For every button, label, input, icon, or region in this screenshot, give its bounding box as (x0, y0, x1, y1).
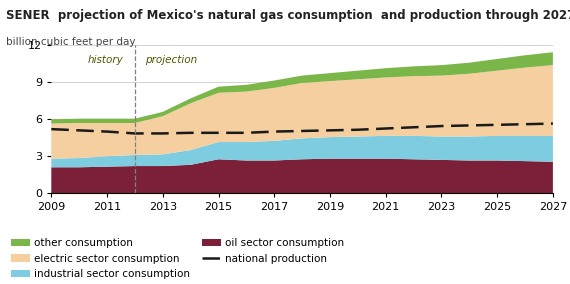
Text: billion cubic feet per day: billion cubic feet per day (6, 37, 135, 47)
Text: SENER  projection of Mexico's natural gas consumption  and production through 20: SENER projection of Mexico's natural gas… (6, 9, 570, 22)
Legend: other consumption, electric sector consumption, industrial sector consumption, o: other consumption, electric sector consu… (11, 238, 344, 279)
Text: projection: projection (145, 55, 197, 65)
Text: history: history (88, 55, 124, 65)
